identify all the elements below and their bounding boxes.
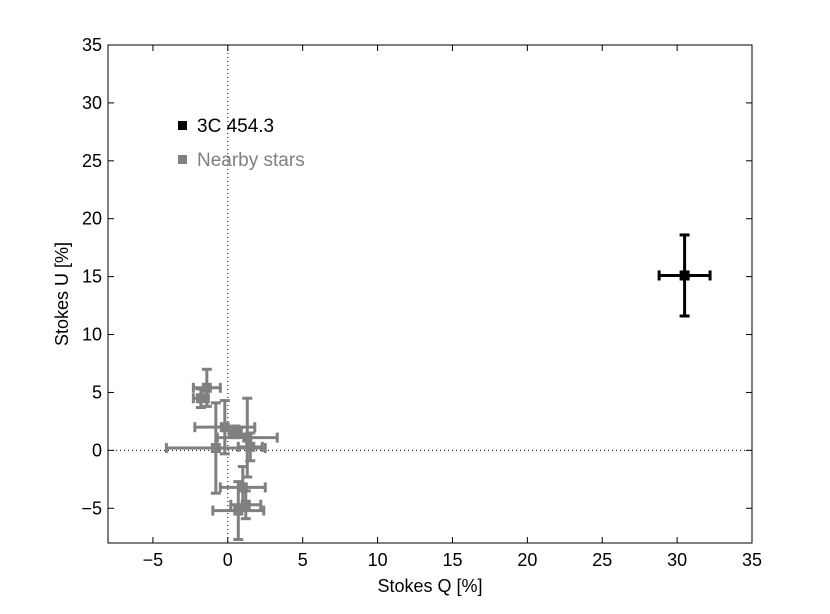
- data-marker: [195, 393, 206, 404]
- data-marker: [201, 382, 212, 393]
- data-point: [236, 431, 264, 463]
- y-axis-label: Stokes U [%]: [52, 242, 72, 346]
- data-marker: [245, 441, 256, 452]
- legend-marker: [178, 155, 187, 164]
- y-tick-label: 10: [82, 325, 102, 345]
- x-tick-label: 5: [298, 550, 308, 570]
- data-series: [164, 233, 712, 542]
- series: [164, 367, 279, 542]
- reference-lines: [108, 45, 752, 543]
- data-point: [191, 387, 210, 409]
- data-point: [227, 424, 243, 440]
- axis-ticks: −5 0 5 10 15 20 25 30 35 −5 0 5 10 15 20 25 30 35: [81, 35, 762, 570]
- data-marker: [240, 499, 251, 510]
- y-tick-label: 5: [92, 382, 102, 402]
- series: [657, 233, 712, 318]
- data-point: [211, 480, 266, 542]
- x-tick-label: 10: [368, 550, 388, 570]
- y-tick-label: 25: [82, 151, 102, 171]
- x-tick-label: 15: [442, 550, 462, 570]
- x-axis-label: Stokes Q [%]: [377, 576, 482, 596]
- y-tick-label: 30: [82, 93, 102, 113]
- data-marker: [219, 422, 230, 433]
- data-marker: [679, 270, 690, 281]
- data-marker: [237, 482, 248, 493]
- x-tick-label: 25: [592, 550, 612, 570]
- y-tick-label: −5: [81, 498, 102, 518]
- x-tick-label: 30: [667, 550, 687, 570]
- data-marker: [233, 505, 244, 516]
- legend: 3C 454.3 Nearby stars: [178, 116, 305, 171]
- data-point: [193, 399, 257, 456]
- y-tick-label: 15: [82, 267, 102, 287]
- data-point: [229, 489, 263, 521]
- y-tick-label: 20: [82, 209, 102, 229]
- x-tick-label: 20: [517, 550, 537, 570]
- data-marker: [210, 443, 221, 454]
- legend-marker: [178, 121, 187, 130]
- y-tick-label: 0: [92, 440, 102, 460]
- x-tick-label: −5: [143, 550, 164, 570]
- legend-label: 3C 454.3: [197, 116, 274, 137]
- legend-label: Nearby stars: [197, 150, 305, 171]
- y-tick-label: 35: [82, 35, 102, 55]
- x-tick-label: 35: [742, 550, 762, 570]
- x-tick-label: 0: [223, 550, 233, 570]
- data-marker: [230, 426, 241, 437]
- data-point: [657, 233, 712, 318]
- data-marker: [242, 432, 253, 443]
